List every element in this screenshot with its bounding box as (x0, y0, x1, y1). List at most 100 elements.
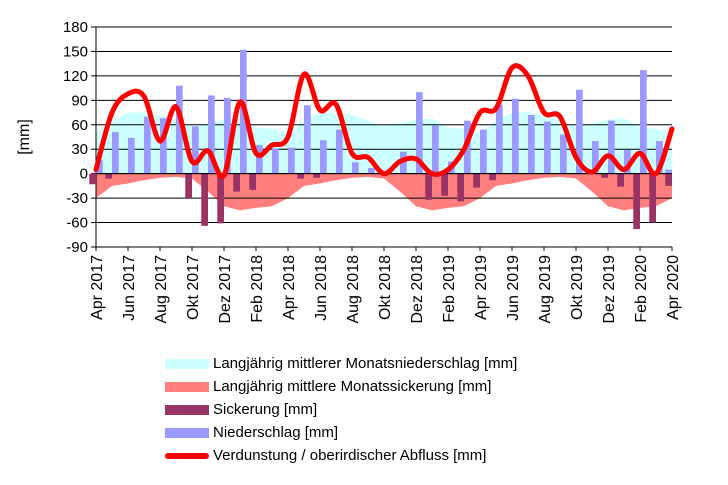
bar-seepage (665, 173, 672, 186)
legend-label: Langjährig mittlere Monatssickerung [mm] (213, 378, 492, 395)
y-tick-label: 60 (71, 117, 88, 134)
bar-precipitation (288, 147, 295, 174)
legend-swatch (165, 404, 209, 415)
bar-seepage (201, 173, 208, 226)
bar-precipitation (656, 141, 663, 174)
y-axis-label: [mm] (16, 119, 33, 155)
bar-seepage (233, 173, 240, 192)
x-tick-label: Dez 2019 (601, 255, 618, 324)
bar-precipitation (224, 97, 231, 174)
legend-label: Verdunstung / oberirdischer Abfluss [mm] (213, 447, 487, 464)
bar-precipitation (480, 129, 487, 174)
bar-precipitation (416, 92, 423, 174)
bar-seepage (313, 173, 320, 178)
bar-precipitation (368, 167, 375, 174)
y-tick-label: 120 (63, 68, 88, 85)
y-tick-label: -30 (66, 190, 88, 207)
bar-precipitation (640, 70, 647, 174)
x-tick-label: Apr 2017 (89, 255, 106, 320)
x-tick-label: Feb 2019 (441, 255, 458, 323)
bar-precipitation (208, 95, 215, 174)
y-tick-label: 30 (71, 141, 88, 158)
bar-precipitation (528, 115, 535, 174)
legend-item-area-precip: Langjährig mittlerer Monatsniederschlag … (165, 352, 517, 375)
y-tick-label: 150 (63, 43, 88, 60)
x-tick-label: Jun 2019 (505, 255, 522, 321)
bar-precipitation (624, 150, 631, 174)
y-tick-label: 0 (80, 166, 88, 183)
legend-swatch (165, 381, 209, 392)
bar-precipitation (272, 148, 279, 174)
bar-seepage (249, 173, 256, 190)
bar-precipitation (304, 105, 311, 174)
y-tick-label: 180 (63, 19, 88, 36)
x-tick-label: Apr 2019 (473, 255, 490, 320)
x-tick-label: Feb 2020 (633, 255, 650, 323)
area-long-term-seepage (96, 173, 672, 211)
x-tick-label: Okt 2019 (569, 255, 586, 320)
bar-seepage (473, 173, 480, 188)
legend-label: Niederschlag [mm] (213, 424, 339, 441)
legend: Langjährig mittlerer Monatsniederschlag … (165, 352, 517, 467)
legend-label: Langjährig mittlerer Monatsniederschlag … (213, 355, 518, 372)
bar-precipitation (144, 116, 151, 174)
bar-precipitation (352, 162, 359, 174)
bar-precipitation (608, 120, 615, 174)
x-tick-label: Okt 2018 (377, 255, 394, 320)
bar-precipitation (336, 129, 343, 174)
bar-precipitation (96, 159, 103, 174)
x-tick-label: Jun 2018 (313, 255, 330, 321)
bar-seepage (649, 173, 656, 223)
bar-precipitation (496, 104, 503, 174)
bar-seepage (297, 173, 304, 179)
bar-precipitation (560, 134, 567, 174)
bar-precipitation (512, 98, 519, 174)
bar-seepage (601, 173, 608, 178)
x-tick-label: Feb 2018 (249, 255, 266, 323)
bar-precipitation (432, 125, 439, 174)
bar-seepage (441, 173, 448, 196)
bar-seepage (105, 173, 112, 179)
bar-seepage (89, 173, 96, 185)
bar-seepage (217, 173, 224, 224)
x-tick-label: Apr 2020 (665, 255, 682, 320)
bar-precipitation (112, 132, 119, 174)
bar-precipitation (192, 126, 199, 174)
bar-precipitation (665, 169, 672, 174)
legend-swatch (165, 427, 209, 438)
x-tick-label: Aug 2018 (345, 255, 362, 324)
bar-precipitation (592, 141, 599, 174)
legend-swatch (165, 452, 209, 459)
x-tick-label: Dez 2018 (409, 255, 426, 324)
bar-seepage (425, 173, 432, 200)
x-tick-label: Apr 2018 (281, 255, 298, 320)
bar-precipitation (320, 140, 327, 174)
bar-seepage (633, 173, 640, 230)
bar-precipitation (256, 145, 263, 174)
x-tick-label: Aug 2017 (153, 255, 170, 324)
legend-item-line-evap: Verdunstung / oberirdischer Abfluss [mm] (165, 444, 517, 467)
bar-seepage (185, 173, 192, 199)
bar-precipitation (160, 118, 167, 174)
bar-precipitation (576, 89, 583, 174)
y-tick-label: -90 (66, 239, 88, 256)
x-tick-label: Okt 2017 (185, 255, 202, 320)
legend-item-area-seepage: Langjährig mittlere Monatssickerung [mm] (165, 375, 517, 398)
bar-precipitation (128, 137, 135, 174)
bar-seepage (457, 173, 464, 202)
x-tick-label: Dez 2017 (217, 255, 234, 324)
x-tick-label: Jun 2017 (121, 255, 138, 321)
bar-precipitation (176, 85, 183, 174)
legend-item-bar-precip: Niederschlag [mm] (165, 421, 517, 444)
legend-swatch (165, 358, 209, 369)
legend-item-bar-seepage: Sickerung [mm] (165, 398, 517, 421)
bar-precipitation (544, 121, 551, 174)
bar-seepage (489, 173, 496, 181)
legend-label: Sickerung [mm] (213, 401, 318, 418)
line-evapotranspiration (93, 63, 675, 180)
x-tick-label: Aug 2019 (537, 255, 554, 324)
bar-seepage (617, 173, 624, 187)
y-tick-label: 90 (71, 92, 88, 109)
